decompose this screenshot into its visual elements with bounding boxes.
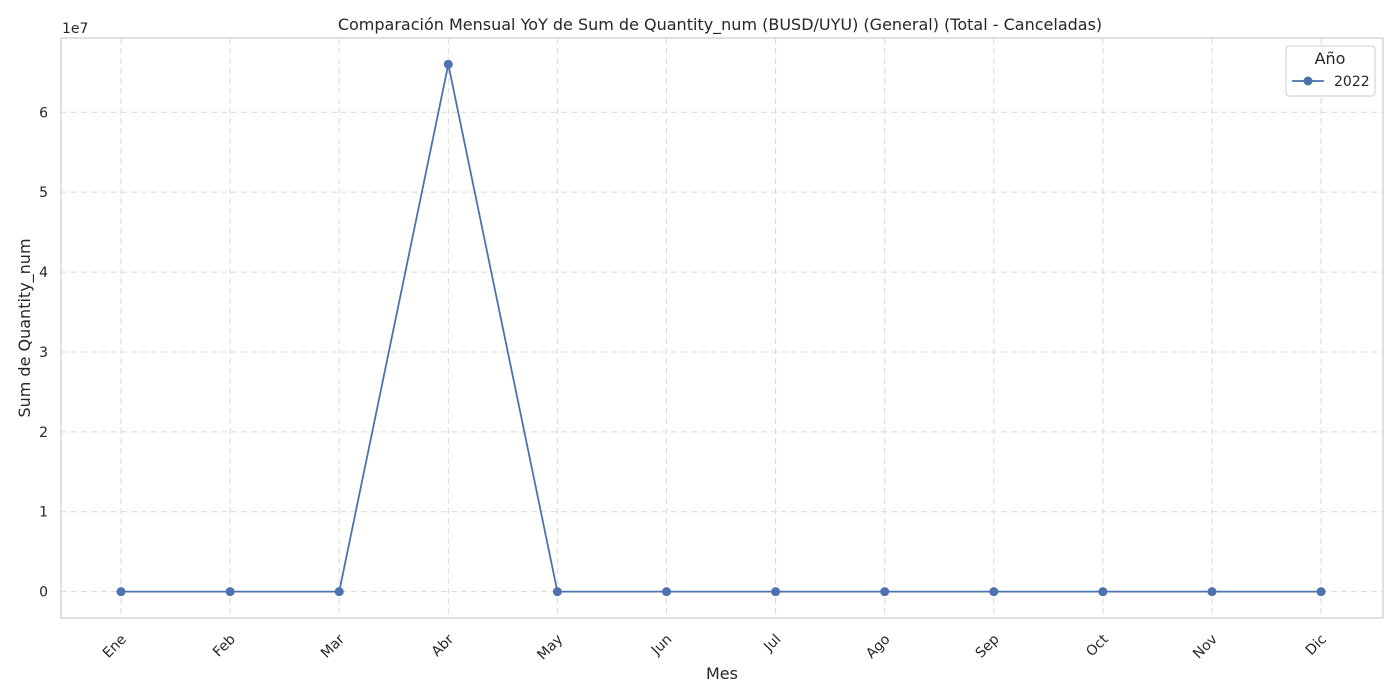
y-axis-ticks: 0 1 2 3 4 5 6 bbox=[39, 105, 48, 600]
y-tick-label: 1 bbox=[39, 505, 48, 521]
y-tick-label: 2 bbox=[39, 425, 48, 441]
series-layer bbox=[116, 59, 1326, 597]
y-tick-label: 5 bbox=[39, 185, 48, 201]
data-point bbox=[443, 59, 453, 69]
y-axis-title: Sum de Quantity_num bbox=[15, 238, 35, 417]
x-tick-label: Nov bbox=[1190, 632, 1221, 663]
legend-title: Año bbox=[1315, 49, 1346, 68]
data-point bbox=[1316, 587, 1326, 597]
y-tick-label: 3 bbox=[39, 345, 48, 361]
chart-title: Comparación Mensual YoY de Sum de Quanti… bbox=[338, 15, 1102, 35]
data-point bbox=[662, 587, 671, 597]
data-point bbox=[771, 587, 781, 597]
y-tick-label: 4 bbox=[39, 265, 48, 281]
x-axis-title: Mes bbox=[706, 664, 738, 683]
data-point bbox=[225, 587, 235, 597]
series-line bbox=[121, 63, 1322, 593]
x-axis-ticks: Ene Feb Mar Abr May Jun Jul Ago Sep Oct Nov Dic bbox=[100, 631, 1330, 663]
x-tick-label: Ago bbox=[863, 632, 893, 662]
grid-lines bbox=[61, 38, 1383, 618]
plot-frame bbox=[60, 37, 1384, 619]
y-tick-label: 6 bbox=[39, 105, 48, 121]
x-tick-label: Jun bbox=[648, 632, 675, 659]
x-tick-label: Feb bbox=[210, 631, 239, 660]
legend-entry-label: 2022 bbox=[1334, 74, 1370, 90]
data-point bbox=[116, 587, 126, 597]
data-point bbox=[1207, 587, 1217, 597]
data-point bbox=[880, 587, 890, 597]
x-tick-label: Mar bbox=[318, 631, 348, 661]
x-tick-label: Sep bbox=[973, 631, 1003, 661]
legend: Año 2022 bbox=[1285, 45, 1376, 97]
data-point bbox=[552, 587, 562, 597]
x-tick-label: Jul bbox=[760, 632, 784, 656]
data-point bbox=[1098, 587, 1108, 597]
x-tick-label: Oct bbox=[1083, 631, 1112, 660]
y-offset-label: 1e7 bbox=[62, 21, 88, 37]
y-tick-label: 0 bbox=[39, 585, 48, 601]
legend-marker bbox=[1303, 76, 1313, 86]
x-tick-label: Ene bbox=[100, 632, 130, 662]
x-tick-label: Abr bbox=[429, 631, 458, 660]
x-tick-label: Dic bbox=[1303, 632, 1330, 659]
x-tick-label: May bbox=[534, 632, 566, 664]
data-point bbox=[334, 587, 344, 597]
data-point bbox=[989, 587, 999, 597]
